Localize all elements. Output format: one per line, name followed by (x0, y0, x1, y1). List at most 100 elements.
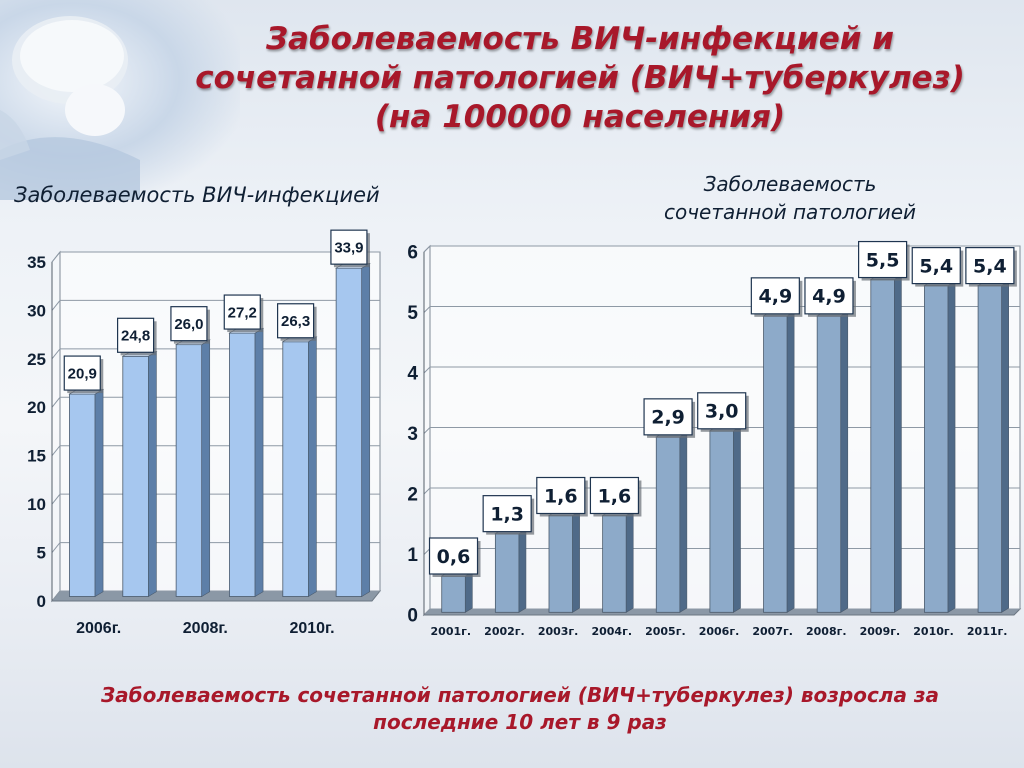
bar (335, 267, 363, 597)
data-label: 5,5 (866, 249, 900, 271)
data-label-box (858, 240, 908, 279)
page-title: Заболеваемость ВИЧ-инфекцией и сочетанно… (150, 20, 1010, 137)
y-tick-label: 4 (407, 364, 418, 385)
bar (229, 332, 256, 597)
right-chart-heading: Заболеваемость сочетанной патологией (610, 170, 970, 226)
bar-side (947, 280, 956, 613)
data-label-box (277, 303, 315, 339)
footer-conclusion: Заболеваемость сочетанной патологией (ВИ… (40, 682, 1000, 736)
data-label-box (63, 355, 101, 391)
gridline (51, 590, 380, 602)
y-tick-label: 6 (407, 243, 418, 264)
data-label: 1,6 (598, 485, 632, 507)
y-tick-label: 0 (407, 606, 418, 627)
data-label-box (750, 277, 800, 315)
bar (548, 515, 573, 613)
gridline (51, 445, 380, 457)
y-tick-label: 10 (27, 495, 46, 514)
data-label-box (697, 392, 747, 430)
data-label: 5,4 (919, 255, 953, 277)
bar (602, 515, 627, 613)
bar-side (840, 311, 849, 613)
footer-line: Заболеваемость сочетанной патологией (ВИ… (100, 683, 940, 707)
y-tick-label: 1 (407, 545, 418, 566)
bar (655, 436, 681, 613)
data-label: 20,9 (68, 365, 97, 382)
gridline (51, 542, 380, 553)
data-label-box (428, 537, 479, 575)
data-label: 24,8 (121, 328, 150, 345)
data-label: 1,6 (544, 485, 578, 507)
bar-side (894, 274, 902, 613)
data-label: 0,6 (437, 546, 471, 568)
bar (494, 533, 520, 613)
bar-side (625, 510, 634, 613)
bar (763, 315, 788, 613)
data-label-box (116, 317, 155, 353)
bar-side (679, 432, 688, 613)
bar (175, 344, 203, 597)
bar (122, 355, 149, 597)
data-label: 1,3 (490, 503, 524, 525)
x-tick-label: 2011г. (967, 625, 1008, 638)
y-tick-label: 3 (407, 424, 418, 445)
data-label: 26,3 (281, 313, 310, 330)
y-tick-label: 25 (27, 350, 46, 369)
data-label: 33,9 (334, 240, 363, 257)
bar (69, 393, 96, 597)
bar (816, 315, 842, 613)
data-label-box (911, 247, 961, 285)
gridline (423, 245, 1020, 253)
data-label-box (965, 247, 1015, 285)
data-label-box (536, 476, 586, 515)
x-tick-label: 2005г. (645, 625, 686, 638)
x-tick-label: 2009г. (860, 625, 901, 638)
x-tick-label: 2008г. (806, 625, 847, 638)
right-heading-line: Заболеваемость (703, 172, 877, 196)
y-tick-label: 35 (27, 253, 46, 272)
data-label: 4,9 (759, 286, 793, 308)
x-tick-label: 2008г. (183, 620, 228, 637)
y-tick-label: 15 (27, 447, 46, 466)
y-tick-label: 5 (37, 544, 46, 563)
x-tick-label: 2002г. (484, 625, 525, 638)
left-chart-heading: Заболеваемость ВИЧ-инфекцией (14, 183, 380, 207)
title-line: сочетанной патологией (ВИЧ+туберкулез) (195, 60, 965, 96)
gridline (51, 348, 380, 360)
data-label-box (589, 476, 640, 515)
x-tick-label: 2010г. (913, 625, 954, 638)
data-label-box (482, 495, 532, 533)
data-label: 27,2 (228, 304, 257, 321)
footer-line: последние 10 лет в 9 раз (373, 710, 667, 734)
bar (924, 285, 949, 613)
right-heading-line: сочетанной патологией (663, 200, 917, 224)
data-label-box (170, 306, 208, 342)
x-tick-label: 2004г. (591, 625, 632, 638)
doctor-photo (0, 16, 140, 200)
bar (870, 279, 895, 613)
x-tick-label: 2003г. (538, 625, 579, 638)
gridline (51, 299, 380, 311)
bar-side (1001, 280, 1009, 613)
bar-side (786, 311, 795, 613)
bar-side (572, 510, 580, 613)
data-label: 5,4 (973, 255, 1007, 277)
plot-back-wall (59, 251, 381, 592)
data-label-box (330, 229, 368, 265)
x-tick-label: 2006г. (76, 620, 121, 637)
y-tick-label: 20 (27, 398, 46, 417)
bar-side (465, 571, 473, 613)
x-tick-label: 2006г. (699, 625, 740, 638)
data-label: 4,9 (812, 286, 846, 308)
bar (282, 341, 309, 597)
data-label: 3,0 (705, 401, 739, 423)
x-tick-label: 2010г. (289, 620, 334, 637)
y-tick-label: 5 (407, 303, 418, 324)
x-tick-label: 2007г. (752, 625, 793, 638)
data-label-box (643, 398, 693, 436)
bar (977, 285, 1003, 613)
y-tick-label: 30 (27, 301, 46, 320)
data-label: 26,0 (174, 316, 203, 333)
y-tick-label: 0 (37, 592, 46, 611)
